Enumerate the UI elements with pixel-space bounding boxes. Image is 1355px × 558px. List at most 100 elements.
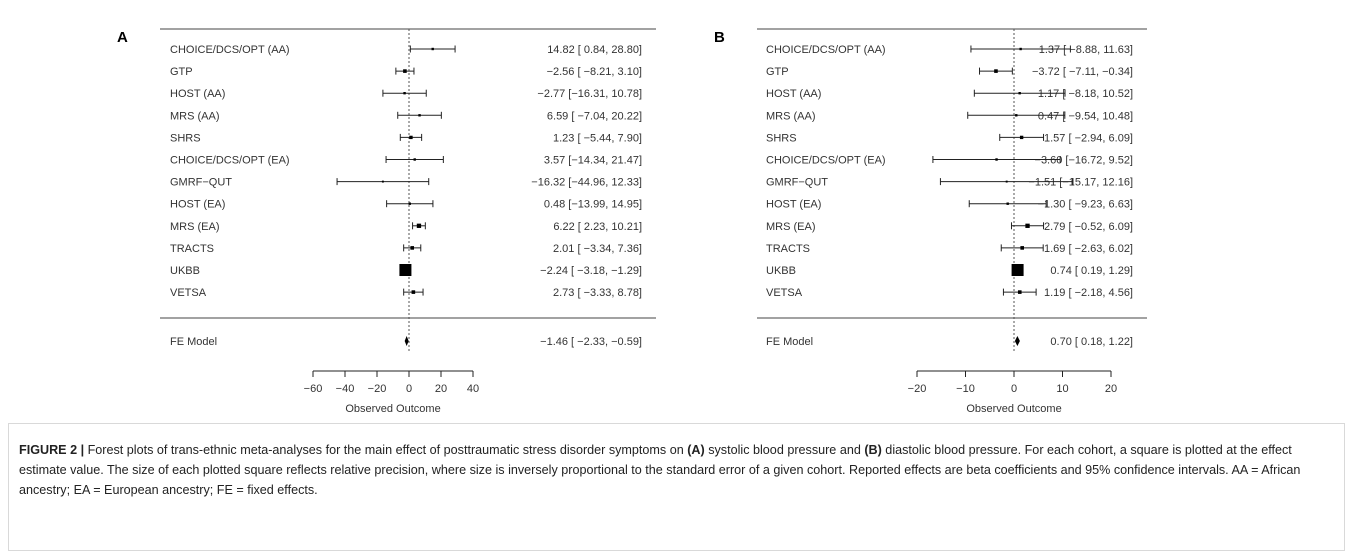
study-label: TRACTS [766,243,810,255]
forest-plot-figure: A CHOICE/DCS/OPT (AA) 14.82 [ 0.84, 28.80]… [117,28,1147,415]
figure-label: FIGURE 2 | [19,443,85,457]
study-ci-text: 6.22 [ 2.23, 10.21] [553,221,642,233]
estimate-square [418,114,421,117]
study-label: VETSA [170,287,207,299]
study-ci-text: 1.37 [ −8.88, 11.63] [1039,44,1133,56]
study-label: HOST (AA) [766,88,821,100]
study-label: HOST (AA) [170,88,225,100]
study-label: TRACTS [170,243,214,255]
estimate-square [1019,135,1024,140]
study-ci-text: 1.23 [ −5.44, 7.90] [553,132,642,144]
study-label: CHOICE/DCS/OPT (AA) [170,44,290,56]
forest-panel-a: A CHOICE/DCS/OPT (AA) 14.82 [ 0.84, 28.80]… [117,28,656,415]
estimate-square [1020,246,1024,250]
estimate-square [413,158,416,161]
study-label: GMRF−QUT [766,177,828,189]
forest-panel-b: B CHOICE/DCS/OPT (AA) 1.37 [ −8.88, 11.63]… [714,28,1147,415]
summary-ci-text: 0.70 [ 0.18, 1.22] [1050,336,1133,348]
study-ci-text: 0.74 [ 0.19, 1.29] [1050,265,1133,277]
study-ci-text: −1.51 [−15.17, 12.16] [1028,177,1133,189]
study-ci-text: 14.82 [ 0.84, 28.80] [547,44,642,56]
study-ci-text: 2.79 [ −0.52, 6.09] [1044,221,1133,233]
panel-letter: A [117,29,128,46]
study-label: SHRS [170,132,201,144]
study-ci-text: 1.17 [ −8.18, 10.52] [1038,88,1133,100]
x-tick-label: 0 [406,383,412,395]
estimate-square [1025,223,1030,228]
x-tick-label: −60 [304,383,323,395]
study-label: MRS (AA) [766,110,816,122]
study-ci-text: 2.73 [ −3.33, 8.78] [553,287,642,299]
estimate-square [1005,180,1008,183]
study-ci-text: 1.57 [ −2.94, 6.09] [1044,132,1133,144]
x-tick-label: 40 [467,383,479,395]
estimate-square [410,246,415,250]
study-ci-text: −2.24 [ −3.18, −1.29] [540,265,642,277]
study-ci-text: 0.48 [−13.99, 14.95] [544,199,642,211]
study-ci-text: −16.32 [−44.96, 12.33] [531,177,642,189]
study-ci-text: −2.56 [ −8.21, 3.10] [547,66,642,78]
estimate-square [431,47,434,51]
caption-text-3: diastolic blood pressure. For each cohor… [19,443,1301,497]
summary-diamond [1014,336,1020,346]
caption-text-2: systolic blood pressure and [704,443,865,457]
study-label: VETSA [766,287,803,299]
x-axis-label: Observed Outcome [345,403,440,415]
estimate-square [381,180,384,183]
estimate-square [1015,114,1018,117]
study-label: UKBB [766,265,796,277]
study-label: GTP [766,66,789,78]
summary-label: FE Model [766,336,813,348]
x-axis-label: Observed Outcome [966,403,1061,415]
summary-label: FE Model [170,336,217,348]
estimate-square [995,158,998,161]
study-ci-text: 1.69 [ −2.63, 6.02] [1044,243,1133,255]
x-tick-label: 0 [1011,383,1017,395]
study-ci-text: −2.77 [−16.31, 10.78] [537,88,642,100]
summary-diamond [404,336,409,346]
caption-b-label: (B) [864,443,882,457]
figure-caption: FIGURE 2 | Forest plots of trans-ethnic … [19,440,1339,500]
estimate-square [994,69,998,73]
x-tick-label: 20 [435,383,447,395]
estimate-square [1018,92,1021,95]
study-label: HOST (EA) [766,199,821,211]
study-label: UKBB [170,265,200,277]
estimate-square [1006,202,1009,205]
estimate-square [1011,264,1024,276]
study-label: SHRS [766,132,797,144]
study-label: CHOICE/DCS/OPT (EA) [766,155,886,167]
study-label: GTP [170,66,193,78]
study-ci-text: 1.19 [ −2.18, 4.56] [1044,287,1133,299]
study-ci-text: −3.72 [ −7.11, −0.34] [1032,66,1133,78]
estimate-square [409,135,413,140]
summary-ci-text: −1.46 [ −2.33, −0.59] [540,336,642,348]
caption-a-label: (A) [687,443,705,457]
study-ci-text: 2.01 [ −3.34, 7.36] [553,243,642,255]
estimate-square [1017,290,1022,294]
x-tick-label: −10 [956,383,975,395]
study-label: HOST (EA) [170,199,225,211]
x-tick-label: −20 [368,383,387,395]
estimate-square [1019,47,1022,51]
caption-text-1: Forest plots of trans-ethnic meta-analys… [84,443,688,457]
study-label: MRS (EA) [766,221,816,233]
study-label: GMRF−QUT [170,177,232,189]
study-label: CHOICE/DCS/OPT (EA) [170,155,290,167]
estimate-square [403,92,406,95]
estimate-square [403,69,407,73]
study-ci-text: 0.47 [ −9.54, 10.48] [1038,110,1133,122]
study-ci-text: −3.60 [−16.72, 9.52] [1035,155,1133,167]
x-tick-label: −40 [336,383,355,395]
estimate-square [411,290,416,294]
caption-box [8,423,1345,551]
x-tick-label: 10 [1056,383,1068,395]
study-label: MRS (AA) [170,110,220,122]
estimate-square [416,223,422,228]
x-tick-label: 20 [1105,383,1117,395]
estimate-square [399,264,412,276]
estimate-square [408,202,411,205]
study-ci-text: −1.30 [ −9.23, 6.63] [1038,199,1133,211]
study-label: CHOICE/DCS/OPT (AA) [766,44,886,56]
x-tick-label: −20 [908,383,927,395]
